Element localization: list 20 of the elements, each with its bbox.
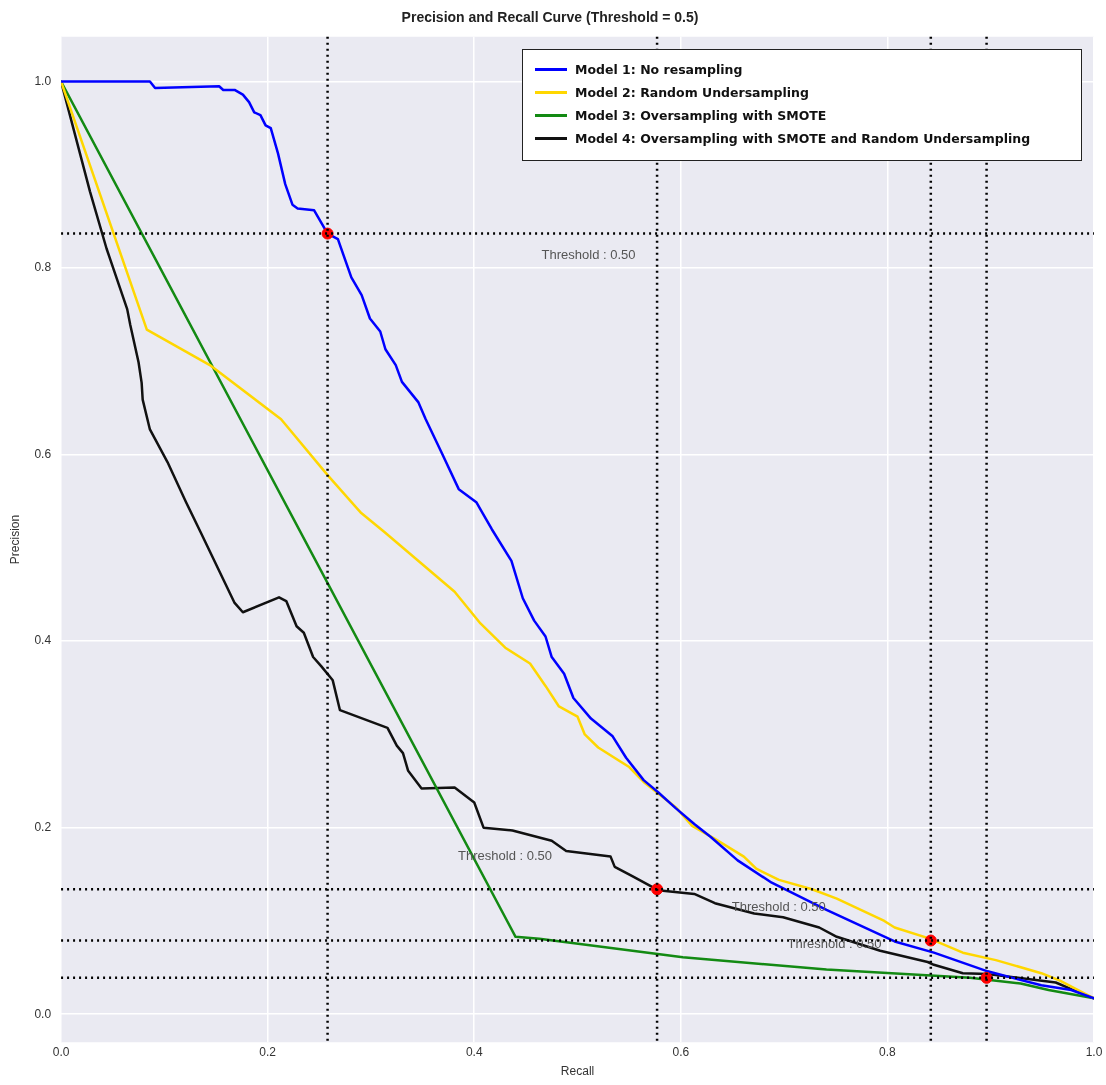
x-tick-label: 0.8 bbox=[879, 1044, 897, 1059]
annotation: Threshold : 0.50 bbox=[541, 247, 636, 263]
y-tick-label: 0.6 bbox=[34, 446, 52, 461]
legend-label: Model 2: Random Undersampling bbox=[575, 84, 809, 100]
x-tick-label: 0.4 bbox=[465, 1044, 483, 1059]
x-tick-label: 0.6 bbox=[672, 1044, 690, 1059]
y-tick-label: 0.2 bbox=[34, 820, 52, 834]
legend-label: Model 4: Oversampling with SMOTE and Random Undersampling bbox=[575, 130, 1031, 146]
x-axis-title: Recall bbox=[560, 1064, 595, 1079]
legend-label: Model 3: Oversampling with SMOTE bbox=[575, 107, 827, 123]
y-tick-label: 1.0 bbox=[34, 73, 52, 88]
y-axis-title: Precision bbox=[7, 514, 22, 565]
x-tick-label: 0.0 bbox=[52, 1044, 70, 1059]
x-tick-label: 1.0 bbox=[1085, 1044, 1103, 1059]
chart-title: Precision and Recall Curve (Threshold = 0.5) bbox=[401, 9, 699, 26]
y-tick-label: 0.4 bbox=[34, 633, 52, 648]
legend-label: Model 1: No resampling bbox=[575, 61, 743, 77]
y-tick-label: 0.0 bbox=[34, 1006, 52, 1021]
y-tick-label: 0.8 bbox=[34, 260, 52, 275]
x-tick-label: 0.2 bbox=[259, 1044, 277, 1059]
